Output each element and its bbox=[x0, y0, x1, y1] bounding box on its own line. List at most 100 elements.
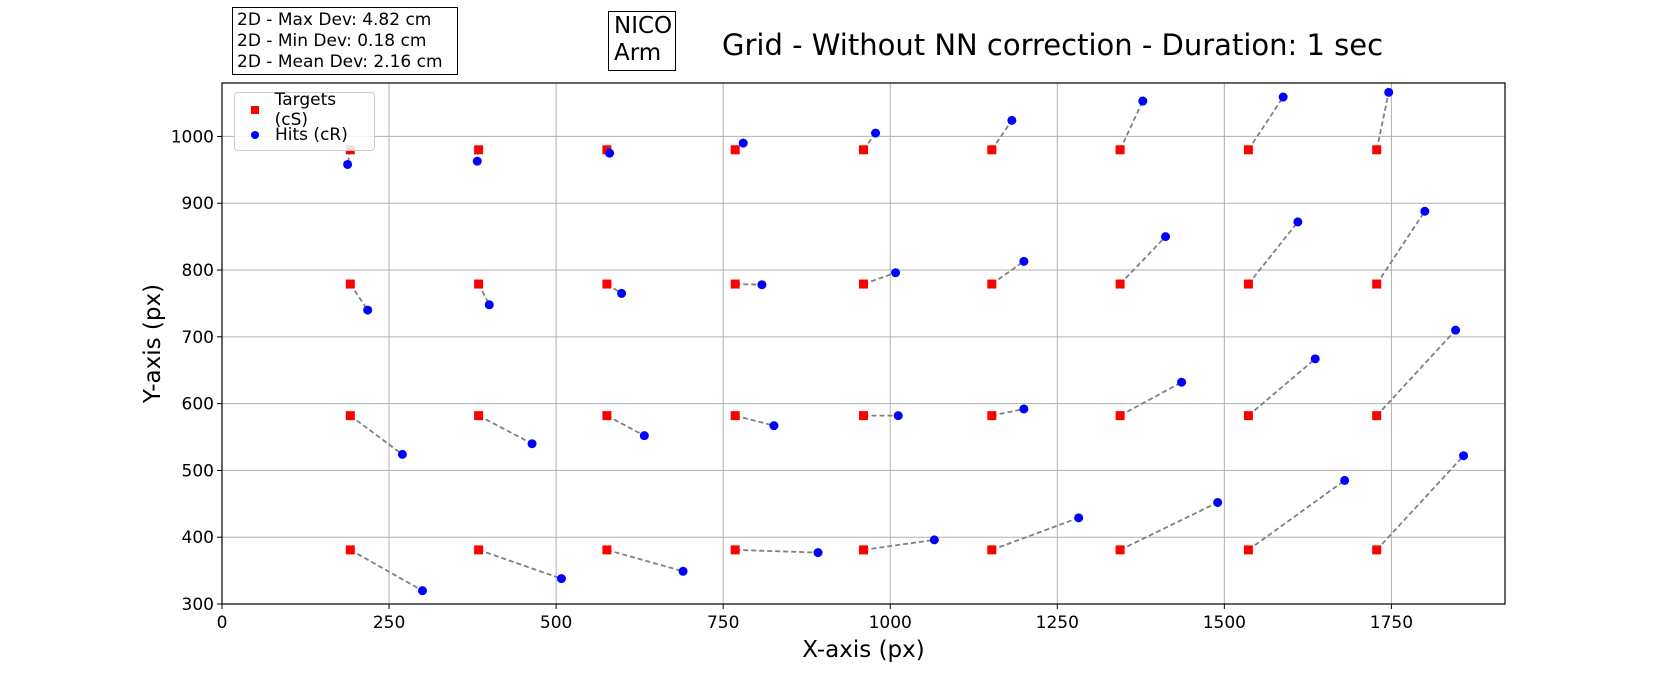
deviation-line bbox=[1119, 100, 1144, 151]
x-tick-label: 1500 bbox=[1203, 613, 1246, 633]
target-point bbox=[859, 145, 868, 155]
x-tick-label: 0 bbox=[217, 613, 228, 633]
deviation-line bbox=[478, 414, 533, 445]
device-label-box: NICO Arm bbox=[608, 11, 676, 71]
device-label-line-1: NICO bbox=[614, 13, 673, 39]
y-axis-label: Y-axis (px) bbox=[140, 284, 166, 404]
hit-point bbox=[617, 288, 627, 298]
deviation-line bbox=[734, 414, 775, 427]
x-axis-label: X-axis (px) bbox=[802, 637, 924, 663]
device-label-line-2: Arm bbox=[614, 40, 662, 66]
target-point bbox=[474, 145, 484, 155]
y-tick-label: 300 bbox=[182, 595, 214, 615]
hit-point bbox=[1161, 232, 1171, 242]
target-point bbox=[859, 411, 868, 421]
target-point bbox=[602, 411, 612, 421]
target-point bbox=[1115, 279, 1125, 289]
deviation-stats-box: 2D - Max Dev: 4.82 cm 2D - Min Dev: 0.18… bbox=[232, 7, 458, 75]
hit-point bbox=[813, 548, 823, 558]
hit-point bbox=[1007, 115, 1017, 125]
hit-point bbox=[1420, 206, 1430, 216]
hit-point bbox=[1138, 96, 1148, 106]
chart-title: Grid - Without NN correction - Duration:… bbox=[722, 28, 1384, 62]
y-tick-label: 500 bbox=[182, 461, 214, 481]
hit-point bbox=[678, 566, 688, 576]
target-point bbox=[987, 279, 997, 289]
y-tick-label: 700 bbox=[182, 328, 214, 348]
hit-point bbox=[1340, 475, 1350, 485]
max-dev-text: 2D - Max Dev: 4.82 cm bbox=[237, 10, 432, 30]
target-point bbox=[730, 545, 740, 555]
deviation-line bbox=[991, 260, 1025, 285]
target-point bbox=[1243, 545, 1253, 555]
hit-point bbox=[871, 128, 881, 138]
deviation-line bbox=[606, 414, 645, 437]
target-point bbox=[602, 545, 612, 555]
hit-point bbox=[472, 156, 482, 166]
hit-point bbox=[1310, 354, 1320, 364]
chart-legend: Targets (cS) Hits (cR) bbox=[234, 90, 375, 151]
axis-ticks: 0 250 500 750 1000 1250 1500 1750 300 400 500 600 70… bbox=[171, 127, 1413, 633]
hit-point bbox=[891, 268, 901, 278]
x-tick-label: 1000 bbox=[869, 613, 912, 633]
min-dev-text: 2D - Min Dev: 0.18 cm bbox=[237, 31, 427, 51]
hit-point bbox=[1074, 513, 1084, 523]
target-point bbox=[859, 279, 868, 289]
hit-point bbox=[738, 138, 748, 148]
deviation-line bbox=[1119, 381, 1183, 417]
hit-point bbox=[1459, 451, 1469, 461]
target-point bbox=[987, 411, 997, 421]
target-point bbox=[345, 411, 355, 421]
deviation-line bbox=[1375, 210, 1426, 285]
target-point bbox=[1243, 279, 1253, 289]
hit-markers bbox=[343, 87, 1469, 596]
deviation-line bbox=[349, 414, 403, 456]
x-tick-label: 500 bbox=[540, 613, 572, 633]
deviation-lines bbox=[346, 92, 1465, 592]
x-tick-label: 750 bbox=[707, 613, 739, 633]
deviation-line bbox=[349, 283, 369, 311]
hit-point bbox=[1384, 87, 1394, 97]
target-point bbox=[987, 545, 997, 555]
deviation-line bbox=[1247, 96, 1284, 151]
deviation-line bbox=[735, 548, 819, 554]
deviation-line bbox=[1247, 479, 1346, 551]
deviation-line bbox=[349, 549, 423, 592]
hit-point bbox=[1019, 404, 1029, 414]
target-point bbox=[1115, 411, 1125, 421]
target-point bbox=[474, 545, 484, 555]
target-point bbox=[602, 279, 612, 289]
target-point bbox=[1115, 145, 1125, 155]
deviation-line bbox=[863, 538, 935, 551]
y-tick-label: 600 bbox=[182, 395, 214, 415]
target-point bbox=[730, 279, 740, 289]
target-point bbox=[1115, 545, 1125, 555]
hit-point bbox=[1177, 377, 1187, 387]
legend-item-hits: Hits (cR) bbox=[235, 123, 348, 147]
hit-point bbox=[397, 449, 407, 459]
deviation-line bbox=[1119, 236, 1167, 285]
y-tick-label: 800 bbox=[182, 261, 214, 281]
y-tick-label: 900 bbox=[182, 194, 214, 214]
hit-point bbox=[1451, 325, 1461, 335]
deviation-line bbox=[1375, 92, 1390, 150]
legend-label-targets: Targets (cS) bbox=[274, 90, 337, 130]
target-point bbox=[987, 145, 997, 155]
deviation-line bbox=[1376, 329, 1457, 417]
deviation-line bbox=[606, 549, 684, 573]
target-point bbox=[1243, 411, 1253, 421]
target-point bbox=[345, 279, 355, 289]
hit-point bbox=[363, 305, 373, 315]
target-point bbox=[859, 545, 868, 555]
target-point bbox=[1372, 545, 1382, 555]
deviation-line bbox=[478, 549, 562, 580]
target-point bbox=[1243, 145, 1253, 155]
y-tick-label: 400 bbox=[182, 528, 214, 548]
x-tick-label: 1250 bbox=[1036, 613, 1079, 633]
hit-point bbox=[527, 439, 537, 449]
hit-point bbox=[1293, 217, 1303, 227]
deviation-line bbox=[991, 119, 1013, 151]
target-point bbox=[474, 411, 484, 421]
grid-lines bbox=[221, 83, 1505, 605]
blue-circle-icon bbox=[251, 131, 259, 139]
